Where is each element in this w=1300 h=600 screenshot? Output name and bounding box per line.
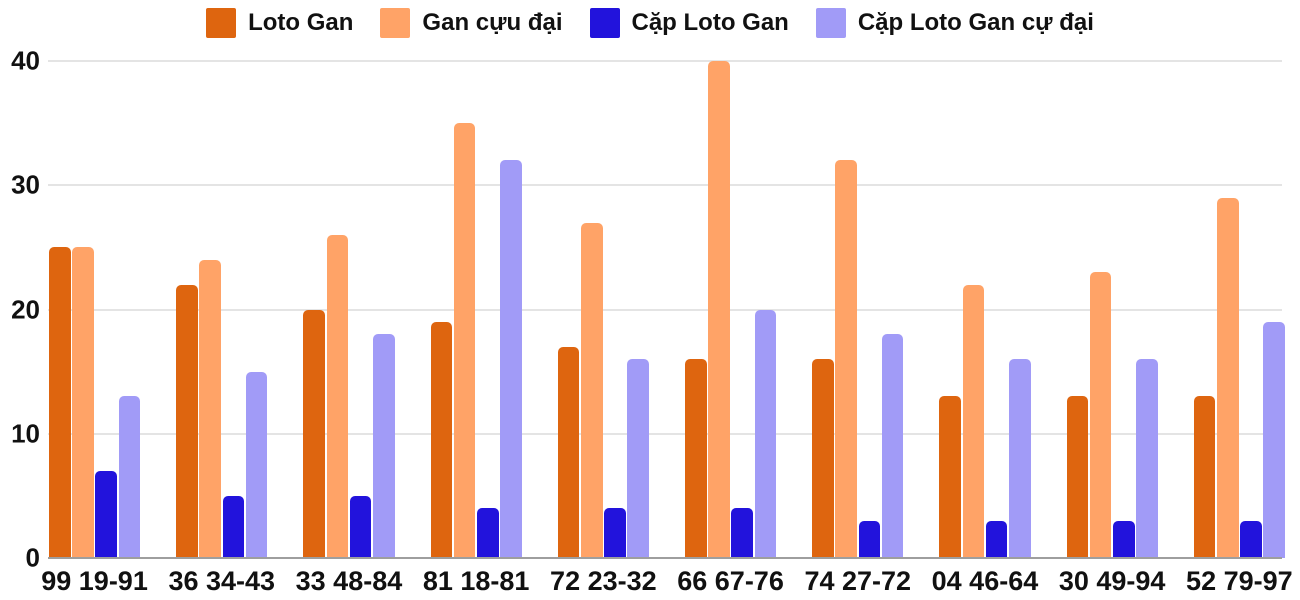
bar[interactable] bbox=[1066, 396, 1089, 558]
x-axis-baseline bbox=[48, 557, 1282, 559]
bar[interactable] bbox=[49, 247, 71, 558]
bar[interactable] bbox=[962, 284, 985, 558]
legend-swatch-icon bbox=[589, 8, 620, 38]
legend-label: Cặp Loto Gan bbox=[631, 9, 789, 36]
bar[interactable] bbox=[199, 259, 221, 558]
gridline bbox=[48, 308, 1282, 311]
bar[interactable] bbox=[95, 471, 117, 558]
legend-item: Loto Gan bbox=[206, 8, 353, 38]
bar[interactable] bbox=[685, 359, 707, 558]
y-axis-tick-label: 30 bbox=[11, 169, 40, 200]
x-axis-category-label: 66 67-76 bbox=[677, 566, 784, 596]
bar[interactable] bbox=[349, 495, 372, 558]
bar[interactable] bbox=[430, 321, 453, 558]
bar[interactable] bbox=[881, 334, 904, 558]
legend-label: Gan cựu đại bbox=[422, 9, 563, 36]
y-axis-tick-label: 0 bbox=[25, 542, 40, 573]
bar[interactable] bbox=[1217, 197, 1239, 558]
bar[interactable] bbox=[985, 520, 1008, 558]
x-axis-category-label: 33 48-84 bbox=[295, 566, 403, 596]
x-axis-category-label: 99 19-91 bbox=[41, 566, 148, 596]
bar[interactable] bbox=[708, 61, 730, 558]
bar[interactable] bbox=[245, 371, 268, 558]
y-axis-tick-label: 10 bbox=[11, 418, 40, 449]
legend-item: Cặp Loto Gan cự đại bbox=[815, 8, 1094, 38]
bar[interactable] bbox=[303, 309, 325, 558]
chart-legend: Loto Gan Gan cựu đại Cặp Loto Gan Cặp Loto … bbox=[0, 8, 1300, 38]
bar[interactable] bbox=[1009, 359, 1031, 558]
bar[interactable] bbox=[581, 222, 603, 558]
bar[interactable] bbox=[176, 284, 198, 558]
x-axis-category-label: 36 34-43 bbox=[168, 566, 276, 596]
bar[interactable] bbox=[858, 520, 881, 558]
bar[interactable] bbox=[500, 160, 522, 558]
bar[interactable] bbox=[754, 309, 777, 558]
legend-swatch-icon bbox=[815, 8, 846, 38]
bar[interactable] bbox=[1263, 321, 1285, 558]
bar[interactable] bbox=[557, 346, 580, 558]
bar[interactable] bbox=[812, 359, 834, 558]
y-axis-tick-label: 20 bbox=[11, 294, 40, 324]
bar[interactable] bbox=[1193, 396, 1216, 558]
bar[interactable] bbox=[627, 359, 649, 558]
legend-item: Gan cựu đại bbox=[380, 8, 563, 38]
y-axis-tick-label: 40 bbox=[11, 45, 40, 76]
bar[interactable] bbox=[1136, 359, 1158, 558]
x-axis-category-label: 30 49-94 bbox=[1058, 566, 1166, 596]
x-axis-category-label: 52 79-97 bbox=[1186, 566, 1293, 596]
bar[interactable] bbox=[1240, 520, 1262, 558]
legend-label: Cặp Loto Gan cự đại bbox=[857, 9, 1094, 36]
legend-swatch-icon bbox=[206, 8, 237, 38]
bar[interactable] bbox=[731, 508, 753, 558]
bar[interactable] bbox=[835, 160, 857, 558]
bar[interactable] bbox=[72, 247, 94, 558]
legend-swatch-icon bbox=[380, 8, 411, 38]
bar[interactable] bbox=[453, 123, 476, 558]
bar[interactable] bbox=[477, 508, 499, 558]
bar[interactable] bbox=[326, 234, 349, 558]
bar[interactable] bbox=[939, 396, 961, 558]
bar[interactable] bbox=[1089, 272, 1112, 558]
legend-item: Cặp Loto Gan bbox=[589, 8, 789, 38]
bar[interactable] bbox=[604, 508, 626, 558]
gridline bbox=[48, 184, 1282, 187]
x-axis-category-label: 72 23-32 bbox=[550, 566, 657, 596]
legend-label: Loto Gan bbox=[248, 9, 354, 36]
bar[interactable] bbox=[1113, 520, 1135, 558]
bar[interactable] bbox=[118, 396, 141, 558]
x-axis-category-label: 74 27-72 bbox=[804, 566, 912, 596]
bar[interactable] bbox=[222, 495, 245, 558]
bar[interactable] bbox=[373, 334, 395, 558]
gridline bbox=[48, 432, 1282, 435]
gridline bbox=[48, 60, 1282, 62]
x-axis-category-label: 81 18-81 bbox=[422, 566, 530, 596]
x-axis-category-label: 04 46-64 bbox=[931, 566, 1039, 596]
